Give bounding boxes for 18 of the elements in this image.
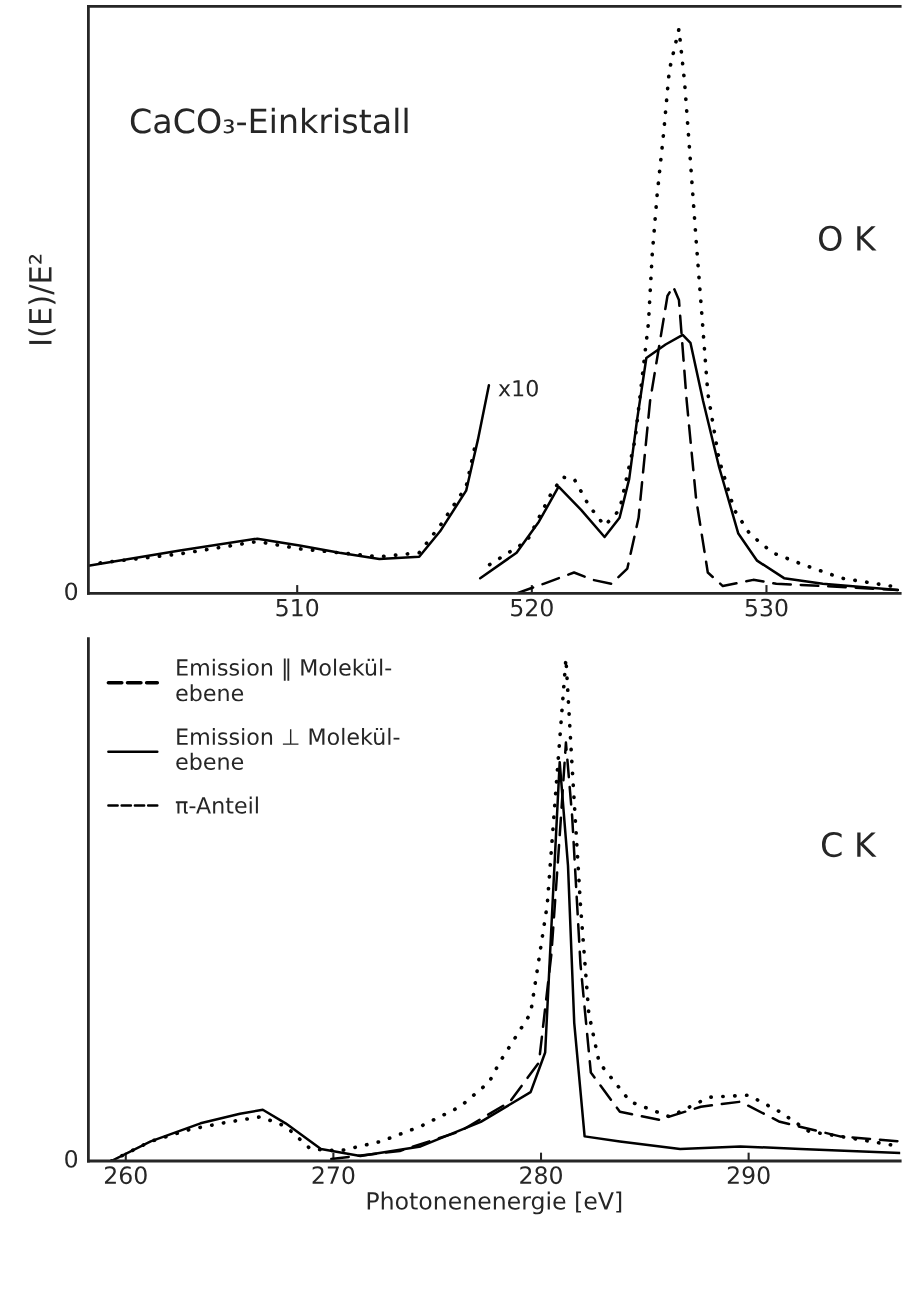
x-tick-label: 510 — [276, 598, 319, 617]
x-tick-label: 280 — [520, 1166, 562, 1185]
y-axis-title: I(E)/E² — [28, 254, 56, 344]
x-tick-label: 270 — [312, 1166, 355, 1185]
x-tick-label: 530 — [745, 598, 788, 617]
annotation: x10 — [498, 379, 538, 397]
legend-label: Emission ‖ Molekül- ebene — [176, 658, 392, 702]
x-axis-title: Photonenenergie [eV] — [367, 1191, 622, 1215]
legend-label: π-Anteil — [175, 796, 258, 814]
x-tick-label: 290 — [727, 1166, 770, 1185]
legend-label: Emission ⊥ Molekül- ebene — [176, 727, 400, 770]
text: 0 — [65, 582, 78, 601]
annotation: C K — [821, 831, 877, 858]
text: 0 — [65, 1149, 78, 1168]
x-tick-label: 260 — [104, 1166, 147, 1185]
x-tick-label: 520 — [511, 598, 553, 617]
annotation: CaCO₃-Einkristall — [130, 107, 408, 134]
annotation: O K — [819, 225, 877, 251]
